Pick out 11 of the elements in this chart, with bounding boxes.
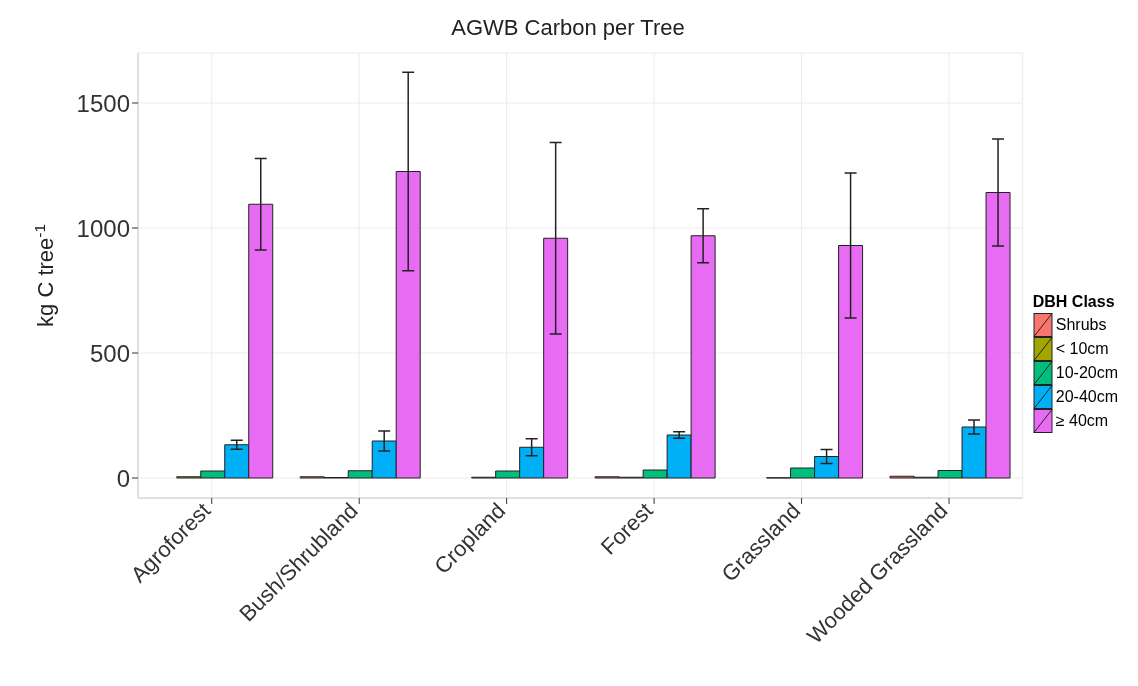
legend-label: Shrubs [1055, 316, 1107, 334]
legend-label: 10-20cm [1055, 364, 1118, 382]
legend-label: 20-40cm [1055, 388, 1118, 406]
legend-label: < 10cm [1055, 340, 1109, 358]
y-tick-label: 500 [89, 339, 130, 367]
y-tick-label: 1500 [76, 89, 130, 117]
legend-title: DBH Class [1032, 293, 1116, 311]
y-tick-label: 0 [116, 464, 130, 492]
chart-title: AGWB Carbon per Tree [450, 14, 686, 42]
y-tick-label: 1000 [76, 214, 130, 242]
legend-label: ≥ 40cm [1055, 412, 1109, 430]
